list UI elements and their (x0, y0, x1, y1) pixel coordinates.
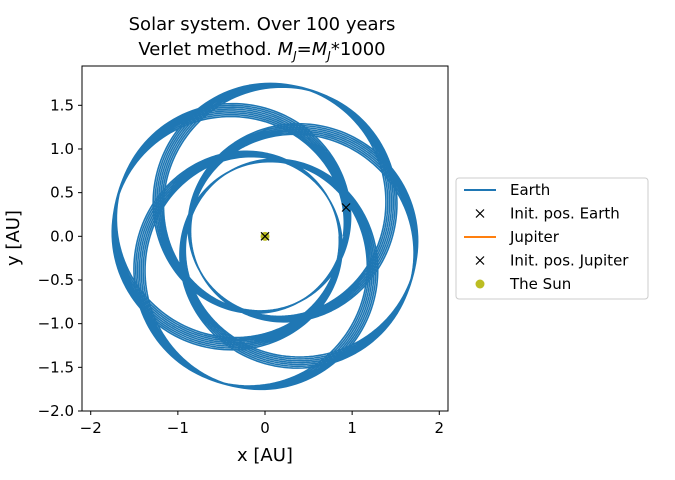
y-tick-label: 1.0 (50, 140, 74, 158)
legend-label: The Sun (509, 275, 571, 293)
y-axis-ticks: −2.0 −1.5 −1.0 −0.5 0.0 0.5 1.0 1.5 (38, 96, 82, 420)
y-tick-label: −1.5 (38, 358, 74, 376)
x-tick-label: 1 (347, 419, 357, 437)
earth-orbit-line (111, 82, 419, 391)
legend-label: Earth (510, 181, 550, 199)
chart-title-line2: Verlet method. MJ=MJ*1000 (138, 39, 385, 63)
legend-label: Init. pos. Jupiter (510, 252, 629, 270)
x-tick-label: 2 (435, 419, 445, 437)
legend-item: Jupiter (464, 228, 560, 246)
legend-item: Init. pos. Earth (475, 205, 620, 223)
legend-item: Earth (464, 181, 550, 199)
jupiter-initial-position-marker (260, 231, 270, 241)
x-axis-label: x [AU] (237, 445, 293, 466)
earth-initial-position-marker (341, 203, 351, 212)
legend-frame (455, 177, 649, 300)
legend-label: Jupiter (509, 228, 560, 246)
y-tick-label: 0.5 (50, 184, 74, 202)
x-tick-label: 0 (260, 419, 270, 437)
y-tick-label: 1.5 (50, 96, 74, 114)
x-tick-label: −1 (167, 419, 189, 437)
legend-item: Init. pos. Jupiter (475, 252, 629, 270)
y-tick-label: 0.0 (50, 227, 74, 245)
legend-dot-swatch (475, 279, 485, 289)
y-tick-label: −0.5 (38, 271, 74, 289)
chart-title-line1: Solar system. Over 100 years (129, 14, 396, 35)
legend-item: The Sun (475, 275, 571, 293)
y-tick-label: −1.0 (38, 315, 74, 333)
x-tick-label: −2 (80, 419, 102, 437)
y-axis-label: y [AU] (3, 210, 24, 266)
legend-label: Init. pos. Earth (510, 205, 620, 223)
x-axis-ticks: −2 −1 0 1 2 (80, 411, 444, 437)
y-tick-label: −2.0 (38, 402, 74, 420)
plot-content (111, 82, 419, 391)
legend: Earth Init. pos. Earth Jupiter Init. pos. J… (455, 177, 649, 300)
